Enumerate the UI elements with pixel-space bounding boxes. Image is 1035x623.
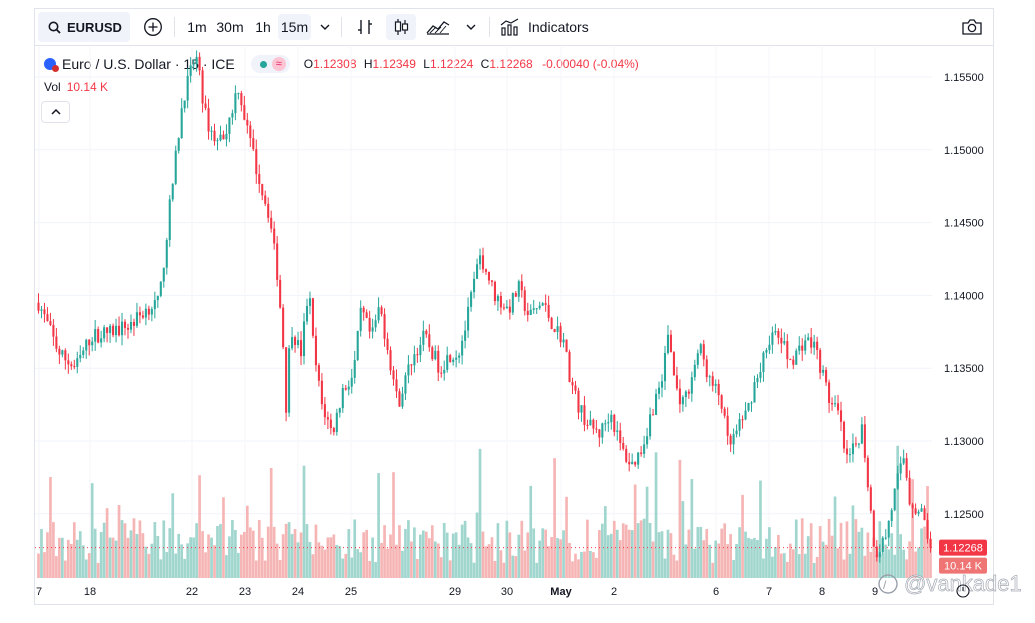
timeframe-dropdown[interactable] bbox=[316, 8, 334, 46]
series-title[interactable]: Euro / U.S. Dollar · 15 · ICE bbox=[62, 56, 235, 72]
bars-icon bbox=[358, 20, 372, 34]
symbol-label: EURUSD bbox=[67, 19, 122, 35]
close-label: C bbox=[480, 57, 490, 71]
area-chart-type-button[interactable] bbox=[424, 8, 452, 46]
collapse-legend-button[interactable] bbox=[41, 101, 70, 123]
indicators-button[interactable]: Indicators bbox=[500, 8, 600, 46]
high-value: 1.12349 bbox=[372, 57, 416, 71]
open-value: 1.12308 bbox=[313, 57, 357, 71]
volume-value: 10.14 K bbox=[66, 80, 109, 94]
volume-legend: Vol 10.14 K bbox=[44, 80, 108, 94]
indicators-icon bbox=[500, 18, 519, 36]
timeframe-30m[interactable]: 30m bbox=[216, 19, 244, 35]
chevron-down-icon bbox=[466, 24, 476, 30]
snapshot-button[interactable] bbox=[958, 8, 986, 46]
compare-symbol-button[interactable] bbox=[140, 8, 166, 46]
toolbar-separator bbox=[489, 17, 490, 37]
market-open-dot-icon bbox=[259, 60, 267, 68]
area-chart-icon bbox=[426, 21, 450, 35]
volume-label: Vol bbox=[44, 80, 61, 94]
search-icon bbox=[48, 21, 61, 34]
symbol-search-button[interactable]: EURUSD bbox=[38, 12, 130, 42]
chevron-up-icon bbox=[50, 109, 61, 115]
indicators-label: Indicators bbox=[528, 19, 589, 35]
timeframe-15m[interactable]: 15m bbox=[278, 14, 311, 40]
delayed-data-icon: ≈ bbox=[271, 57, 286, 71]
plus-circle-icon bbox=[144, 18, 162, 36]
chevron-down-icon bbox=[320, 24, 330, 30]
toolbar-separator bbox=[174, 17, 175, 37]
close-value: 1.12268 bbox=[489, 57, 533, 71]
euro-dollar-flag-icon bbox=[44, 58, 59, 72]
ohlc-values: O1.12308 H1.12349 L1.12224 C1.12268 -0.0… bbox=[304, 57, 639, 71]
chart-frame bbox=[34, 8, 994, 605]
top-toolbar: EURUSD 1m 30m 1h 15m bbox=[34, 8, 994, 46]
low-value: 1.12224 bbox=[429, 57, 474, 71]
change-value: -0.00040 (-0.04%) bbox=[542, 57, 639, 71]
low-label: L bbox=[423, 57, 430, 71]
bar-chart-type-button[interactable] bbox=[352, 8, 378, 46]
toolbar-separator bbox=[341, 17, 342, 37]
high-label: H bbox=[363, 57, 373, 71]
camera-icon bbox=[962, 19, 982, 35]
chart-type-dropdown[interactable] bbox=[462, 8, 480, 46]
candles-chart-type-button[interactable] bbox=[386, 14, 416, 40]
market-status-pill[interactable]: ≈ bbox=[250, 55, 290, 73]
timeframe-1m[interactable]: 1m bbox=[187, 19, 207, 35]
open-label: O bbox=[303, 57, 314, 71]
candles-icon bbox=[394, 19, 409, 35]
series-legend: Euro / U.S. Dollar · 15 · ICE ≈ O1.12308… bbox=[44, 55, 639, 73]
timeframe-1h[interactable]: 1h bbox=[255, 19, 271, 35]
